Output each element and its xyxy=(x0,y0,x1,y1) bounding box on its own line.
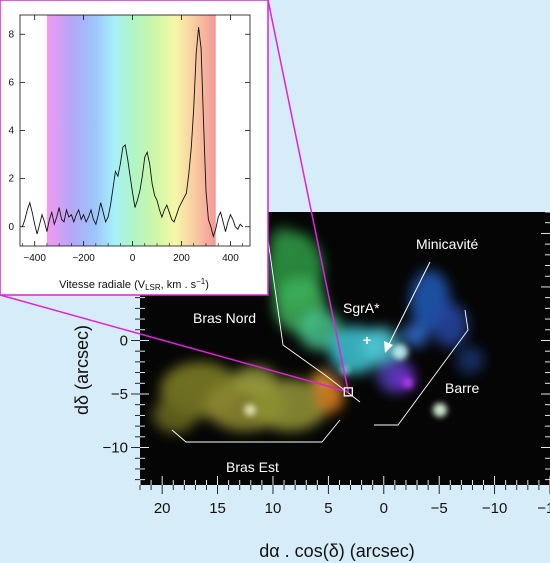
spectrum-inset: −400 −200 0 200 400 0 2 4 6 8 Vitesse radiale (VL… xyxy=(0,0,269,296)
label-minicavity: Minicavité xyxy=(416,236,478,252)
xlabel-part-3: ) xyxy=(205,279,209,291)
y-tick-label: 4 xyxy=(8,126,14,137)
map-x-tick-label: 0 xyxy=(380,500,388,517)
minicavity-arrow-head xyxy=(384,341,393,353)
svg-text:Vitesse radiale (VLSR, km . s−: Vitesse radiale (VLSR, km . s−1) xyxy=(59,277,209,292)
map-x-tick-label: −15 xyxy=(537,500,550,517)
spectrum-line xyxy=(21,26,244,239)
xlabel-subscript: LSR xyxy=(145,283,161,292)
map-x-tick-label: 20 xyxy=(154,500,171,517)
x-tick-label: 200 xyxy=(173,253,190,264)
connector-line-top xyxy=(267,0,350,393)
map-emission xyxy=(153,227,484,433)
label-bar: Barre xyxy=(445,380,479,396)
map-y-tick-label: −5 xyxy=(111,386,128,403)
velocity-color-band xyxy=(46,15,216,246)
label-north-arm: Bras Nord xyxy=(193,310,256,326)
label-east-arm: Bras Est xyxy=(226,459,279,475)
map-x-tick-label: −5 xyxy=(431,500,448,517)
y-tick-label: 2 xyxy=(8,174,14,185)
x-tick-label: 0 xyxy=(130,253,136,264)
connector-line-bottom xyxy=(0,294,349,393)
map-x-tick-label: −10 xyxy=(482,500,507,517)
y-tick-label: 0 xyxy=(8,222,14,233)
spectrum-x-axis-label: Vitesse radiale (VLSR, km . s−1) xyxy=(59,277,209,292)
map-y-tick-label: 0 xyxy=(120,332,128,349)
map-y-axis-label: dδ (arcsec) xyxy=(72,325,92,415)
x-tick-label: −200 xyxy=(72,253,95,264)
y-tick-label: 8 xyxy=(8,29,14,40)
map-x-tick-label: 15 xyxy=(209,500,226,517)
xlabel-superscript: −1 xyxy=(196,277,206,286)
map-x-tick-label: 5 xyxy=(324,500,332,517)
north-arm-outline xyxy=(267,239,361,403)
x-tick-label: −400 xyxy=(23,253,46,264)
map-x-tick-label: 10 xyxy=(265,500,282,517)
y-tick-label: 6 xyxy=(8,77,14,88)
map-panel: SgrA* + Minicavité Bras Nord Barre Bras … xyxy=(72,211,550,561)
bar-outline xyxy=(374,309,469,426)
map-x-axis-label: dα . cos(δ) (arcsec) xyxy=(259,541,414,561)
sgra-marker: + xyxy=(363,332,371,348)
x-tick-label: 400 xyxy=(222,253,239,264)
selected-pixel-marker xyxy=(343,387,353,397)
xlabel-part-2: , km . s xyxy=(161,279,197,291)
map-y-tick-label: −10 xyxy=(103,440,128,457)
spectrum-ticks: −400 −200 0 200 400 0 2 4 6 8 xyxy=(8,15,250,264)
east-arm-outline xyxy=(171,419,341,443)
xlabel-part-1: Vitesse radiale (V xyxy=(59,279,146,291)
minicavity-arrow xyxy=(387,261,431,347)
label-sgra: SgrA* xyxy=(343,300,380,316)
